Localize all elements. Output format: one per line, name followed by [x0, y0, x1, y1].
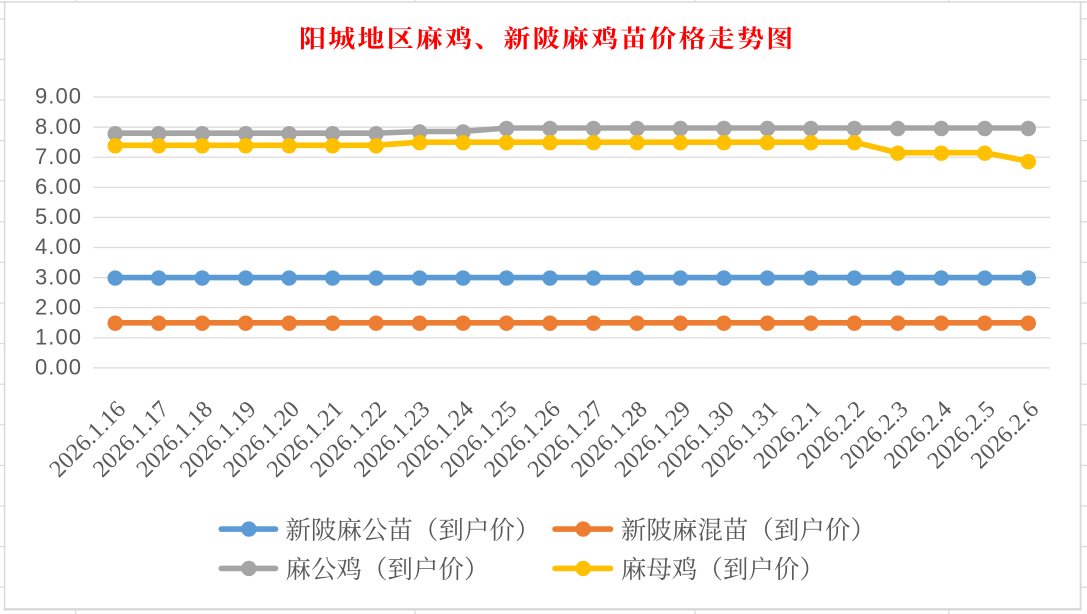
svg-text:7.00: 7.00: [35, 144, 81, 169]
svg-text:5.00: 5.00: [35, 204, 81, 229]
svg-text:9.00: 9.00: [35, 84, 81, 109]
svg-text:3.00: 3.00: [35, 264, 81, 289]
svg-text:1.00: 1.00: [35, 325, 81, 350]
svg-text:6.00: 6.00: [35, 174, 81, 199]
svg-text:8.00: 8.00: [35, 114, 81, 139]
svg-text:2.00: 2.00: [35, 294, 81, 319]
svg-text:4.00: 4.00: [35, 234, 81, 259]
svg-text:0.00: 0.00: [35, 355, 81, 380]
